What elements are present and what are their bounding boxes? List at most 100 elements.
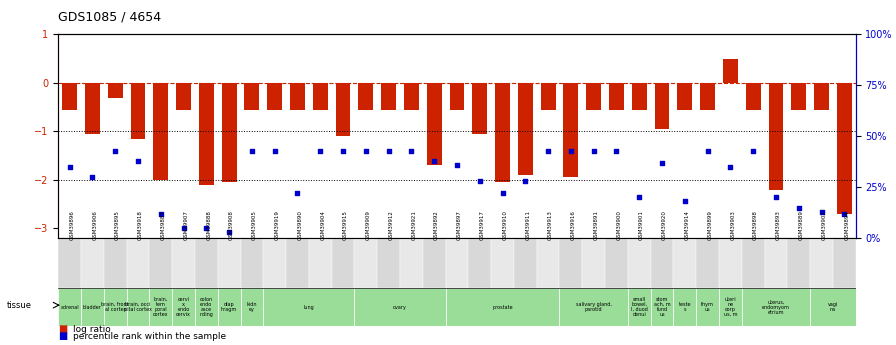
Bar	[267, 83, 282, 110]
Text: GSM39893: GSM39893	[776, 210, 781, 239]
Text: GSM39909: GSM39909	[366, 210, 371, 239]
Text: lung: lung	[304, 305, 314, 309]
Text: GSM39906: GSM39906	[92, 210, 98, 239]
Bar	[218, 238, 240, 288]
Bar	[742, 288, 810, 326]
Point	[336, 148, 350, 153]
Bar	[355, 288, 445, 326]
Text: GSM39911: GSM39911	[525, 210, 530, 239]
Bar	[609, 83, 624, 110]
Point	[313, 148, 327, 153]
Text: prostate: prostate	[492, 305, 513, 309]
Text: small
bowel,
I, duod
denui: small bowel, I, duod denui	[631, 297, 648, 317]
Bar	[381, 83, 396, 110]
Text: diap
hragm: diap hragm	[221, 302, 237, 312]
Point	[655, 160, 669, 166]
Bar	[674, 288, 696, 326]
Text: ovary: ovary	[393, 305, 407, 309]
Bar	[358, 83, 374, 110]
Bar	[286, 238, 309, 288]
Bar	[650, 238, 674, 288]
Text: GSM39903: GSM39903	[730, 210, 736, 239]
Text: GSM39915: GSM39915	[343, 210, 348, 239]
Bar	[150, 238, 172, 288]
Point	[153, 211, 168, 216]
Text: GSM39902: GSM39902	[822, 210, 826, 239]
Bar	[108, 83, 123, 98]
Bar	[677, 83, 693, 110]
Text: ■: ■	[58, 332, 67, 341]
Point	[290, 190, 305, 196]
Bar	[263, 238, 286, 288]
Text: kidn
ey: kidn ey	[246, 302, 257, 312]
Text: GSM39908: GSM39908	[229, 210, 234, 239]
Point	[677, 199, 692, 204]
Bar	[745, 83, 761, 110]
Point	[814, 209, 829, 214]
Bar	[495, 83, 510, 182]
Text: ■: ■	[58, 325, 67, 334]
Bar	[696, 238, 719, 288]
Text: brain,
tem
poral
cortex: brain, tem poral cortex	[153, 297, 168, 317]
Bar	[564, 83, 578, 177]
Point	[564, 148, 578, 153]
Bar	[540, 83, 556, 110]
Text: thym
us: thym us	[702, 302, 714, 312]
Text: GSM39890: GSM39890	[297, 210, 303, 239]
Text: GSM39916: GSM39916	[571, 210, 576, 239]
Text: teste
s: teste s	[678, 302, 691, 312]
Bar	[810, 288, 856, 326]
Bar	[559, 288, 628, 326]
Point	[268, 148, 282, 153]
Text: uteri
ne
corp
us, m: uteri ne corp us, m	[724, 297, 737, 317]
Bar	[837, 83, 852, 214]
Bar	[195, 238, 218, 288]
Bar	[404, 83, 418, 110]
Bar	[586, 83, 601, 110]
Point	[701, 148, 715, 153]
Bar	[150, 288, 172, 326]
Text: GSM39917: GSM39917	[479, 210, 485, 239]
Bar	[445, 238, 469, 288]
Point	[450, 162, 464, 168]
Bar	[537, 238, 559, 288]
Bar	[81, 288, 104, 326]
Text: cervi
x,
endo
cervix: cervi x, endo cervix	[177, 297, 191, 317]
Text: GSM39905: GSM39905	[252, 210, 257, 239]
Bar	[313, 83, 328, 110]
Bar	[632, 83, 647, 110]
Bar	[245, 83, 259, 110]
Bar	[177, 83, 191, 110]
Bar	[199, 83, 214, 185]
Bar	[104, 238, 126, 288]
Text: percentile rank within the sample: percentile rank within the sample	[73, 332, 227, 341]
Bar	[445, 288, 559, 326]
Text: stom
ach, m
fund
us: stom ach, m fund us	[654, 297, 670, 317]
Bar	[355, 238, 377, 288]
Point	[541, 148, 556, 153]
Bar	[472, 83, 487, 134]
Point	[177, 225, 191, 230]
Bar	[769, 83, 783, 190]
Text: vagi
na: vagi na	[828, 302, 838, 312]
Bar	[810, 238, 833, 288]
Bar	[719, 238, 742, 288]
Text: GSM39900: GSM39900	[616, 210, 622, 239]
Bar	[153, 83, 168, 180]
Point	[358, 148, 373, 153]
Bar	[450, 83, 464, 110]
Text: GSM39899: GSM39899	[708, 210, 712, 239]
Point	[587, 148, 601, 153]
Point	[472, 178, 487, 184]
Bar	[628, 238, 650, 288]
Text: GSM39895: GSM39895	[116, 210, 120, 239]
Point	[723, 164, 737, 170]
Text: GSM39894: GSM39894	[844, 210, 849, 239]
Point	[746, 148, 761, 153]
Text: GSM39912: GSM39912	[389, 210, 393, 239]
Bar	[332, 238, 355, 288]
Bar	[131, 83, 145, 139]
Bar	[126, 288, 150, 326]
Text: GSM39898: GSM39898	[754, 210, 758, 239]
Bar	[336, 83, 350, 136]
